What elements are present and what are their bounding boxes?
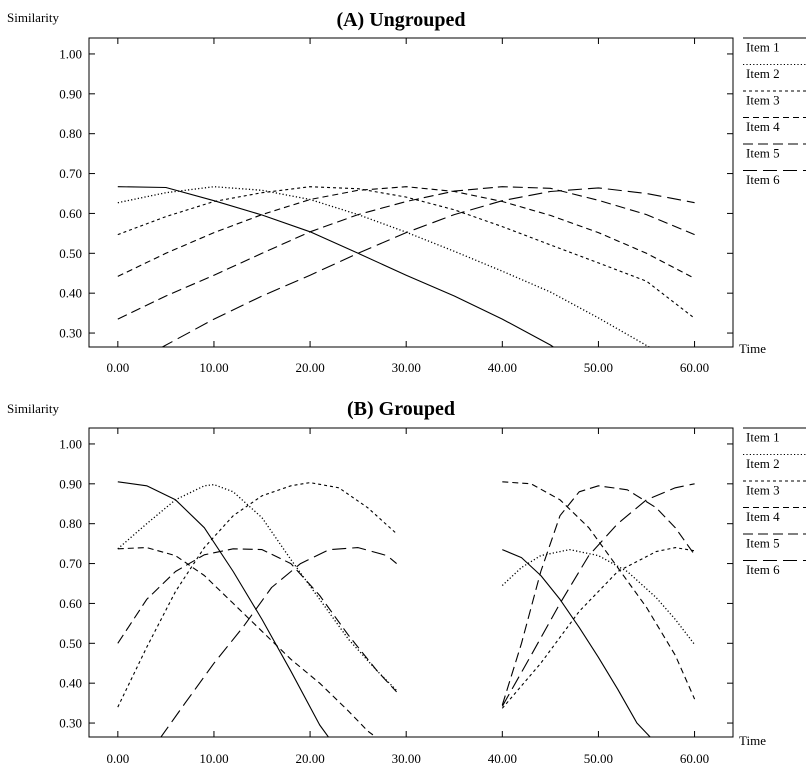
series-group <box>117 481 696 737</box>
x-tick-label: 30.00 <box>392 360 421 375</box>
y-tick-label: 0.40 <box>59 286 82 301</box>
chart-panel-b: (B) Grouped Similarity Time 0.30 0.40 0.50 0.6… <box>7 398 806 766</box>
legend-label-item-1: Item 1 <box>746 40 780 55</box>
y-axis-label: Similarity <box>7 10 60 25</box>
legend-label-item-6: Item 6 <box>746 172 780 187</box>
legend-label-item-6: Item 6 <box>746 562 780 577</box>
series-line-item-3 <box>117 186 695 319</box>
x-tick-label: 0.00 <box>106 751 129 766</box>
x-tick-label: 10.00 <box>199 360 228 375</box>
series-group <box>117 186 695 347</box>
y-tick-label: 0.60 <box>59 206 82 221</box>
series-line-item-4 <box>502 481 696 700</box>
plot-frame <box>88 37 734 348</box>
y-tick-label: 0.30 <box>59 716 82 731</box>
chart-panel-a: (A) Ungrouped Similarity Time 0.30 0.40 0.50 0… <box>7 9 806 375</box>
series-line-item-3 <box>117 482 397 708</box>
x-tick-label: 20.00 <box>295 751 324 766</box>
series-line-item-2 <box>117 186 651 347</box>
series-line-item-5 <box>117 548 398 693</box>
x-tick-label: 50.00 <box>584 751 613 766</box>
y-tick-label: 0.70 <box>59 166 82 181</box>
legend: Item 1 Item 2 Item 3 Item 4 Item 5 Item 6 <box>743 427 806 577</box>
legend-label-item-3: Item 3 <box>746 483 780 498</box>
y-tick-label: 0.90 <box>59 86 82 101</box>
series-line-item-6 <box>501 483 695 707</box>
x-tick-label: 40.00 <box>488 360 517 375</box>
x-tick-label: 40.00 <box>488 751 517 766</box>
x-tick-label: 30.00 <box>392 751 421 766</box>
series-line-item-1 <box>117 186 555 347</box>
chart-title: (A) Ungrouped <box>336 9 465 31</box>
legend: Item 1 Item 2 Item 3 Item 4 Item 5 Item 6 <box>743 37 806 187</box>
x-tick-label: 50.00 <box>584 360 613 375</box>
x-tick-label: 10.00 <box>199 751 228 766</box>
y-tick-label: 1.00 <box>59 436 82 451</box>
series-line-item-5 <box>501 485 696 706</box>
series-line-item-4 <box>117 547 377 737</box>
x-tick-label: 0.00 <box>106 360 129 375</box>
x-axis-label: Time <box>739 733 766 748</box>
y-tick-label: 0.80 <box>59 516 82 531</box>
series-line-item-2 <box>117 483 398 691</box>
y-tick-label: 0.60 <box>59 596 82 611</box>
y-tick-label: 0.30 <box>59 326 82 341</box>
legend-label-item-1: Item 1 <box>746 430 780 445</box>
legend-label-item-4: Item 4 <box>746 119 780 134</box>
y-tick-label: 0.80 <box>59 126 82 141</box>
legend-label-item-3: Item 3 <box>746 93 780 108</box>
y-tick-label: 0.40 <box>59 676 82 691</box>
series-line-item-6 <box>161 187 695 347</box>
legend-label-item-2: Item 2 <box>746 66 780 81</box>
legend-label-item-5: Item 5 <box>746 146 780 161</box>
legend-label-item-5: Item 5 <box>746 536 780 551</box>
y-tick-label: 0.50 <box>59 246 82 261</box>
x-tick-label: 60.00 <box>680 751 709 766</box>
y-axis-label: Similarity <box>7 401 60 416</box>
y-tick-label: 1.00 <box>59 46 82 61</box>
series-line-item-6 <box>160 547 397 737</box>
x-tick-label: 60.00 <box>680 360 709 375</box>
series-line-item-1 <box>117 481 330 737</box>
y-tick-label: 0.50 <box>59 636 82 651</box>
plot-frame <box>88 427 734 738</box>
x-axis-label: Time <box>739 341 766 356</box>
series-line-item-5 <box>117 186 695 320</box>
legend-label-item-4: Item 4 <box>746 509 780 524</box>
y-tick-label: 0.70 <box>59 556 82 571</box>
series-line-item-1 <box>502 549 651 737</box>
legend-label-item-2: Item 2 <box>746 456 780 471</box>
chart-title: (B) Grouped <box>347 398 455 420</box>
series-line-item-3 <box>501 547 695 709</box>
y-tick-label: 0.90 <box>59 476 82 491</box>
x-tick-label: 20.00 <box>295 360 324 375</box>
series-line-item-4 <box>117 186 695 279</box>
series-line-item-2 <box>501 548 696 645</box>
